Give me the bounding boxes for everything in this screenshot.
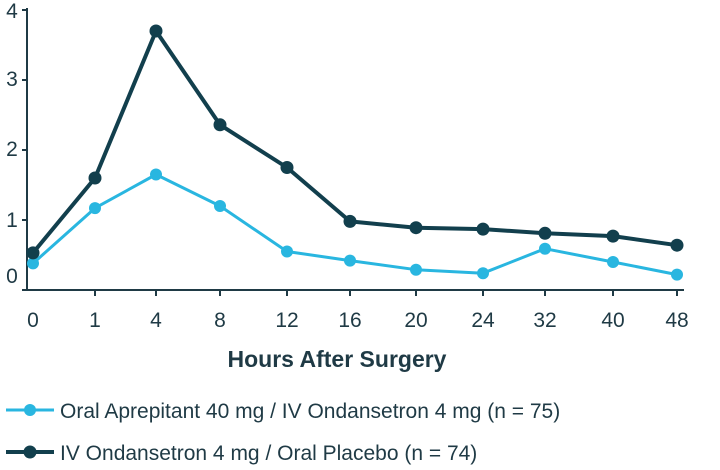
x-tick-label: 24: [471, 309, 495, 332]
data-point: [477, 267, 489, 280]
data-point: [344, 254, 356, 267]
data-point: [280, 161, 294, 174]
x-tick-label: 16: [338, 309, 361, 332]
data-point: [27, 257, 39, 270]
data-point: [149, 24, 163, 38]
data-point: [410, 263, 422, 276]
data-point: [88, 171, 102, 185]
legend-label: IV Ondansetron 4 mg / Oral Placebo (n = …: [60, 442, 477, 465]
legend-swatch-marker: [24, 404, 36, 416]
data-point: [213, 118, 227, 132]
y-axis-ticks: 0 1 2 3 4: [6, 0, 27, 291]
x-axis-ticks: 0 1 4 8 12 16 20 24 32 40 48: [27, 290, 689, 332]
x-axis-label: Hours After Surgery: [228, 346, 447, 372]
data-point: [671, 268, 683, 281]
legend: Oral Aprepitant 40 mg / IV Ondansetron 4…: [6, 400, 560, 465]
y-tick-label: 1: [6, 209, 18, 232]
x-tick-label: 40: [601, 309, 624, 332]
data-point: [476, 222, 490, 236]
x-tick-label: 12: [275, 309, 298, 332]
y-tick-label: 3: [6, 68, 18, 91]
x-tick-label: 1: [89, 309, 101, 332]
data-point: [89, 202, 101, 215]
x-tick-label: 0: [27, 309, 39, 332]
data-point: [26, 246, 40, 260]
series-lines: [31, 29, 678, 277]
x-tick-label: 48: [665, 309, 688, 332]
x-tick-label: 4: [150, 309, 162, 332]
data-point: [606, 229, 620, 243]
data-point: [409, 221, 423, 235]
legend-swatch-marker: [23, 445, 37, 459]
x-tick-label: 20: [404, 309, 427, 332]
data-point: [538, 226, 552, 240]
data-point: [343, 214, 357, 228]
y-tick-label: 4: [6, 0, 18, 23]
data-point: [150, 168, 162, 181]
series-points: [26, 24, 684, 281]
data-point: [281, 245, 293, 258]
data-point: [214, 200, 226, 212]
legend-label: Oral Aprepitant 40 mg / IV Ondansetron 4…: [60, 400, 560, 423]
x-tick-label: 8: [214, 309, 226, 332]
y-tick-label: 0: [6, 265, 18, 288]
x-tick-label: 32: [533, 309, 556, 332]
data-point: [539, 242, 551, 255]
y-tick-label: 2: [6, 138, 18, 161]
data-point: [607, 256, 619, 268]
data-point: [670, 238, 684, 252]
